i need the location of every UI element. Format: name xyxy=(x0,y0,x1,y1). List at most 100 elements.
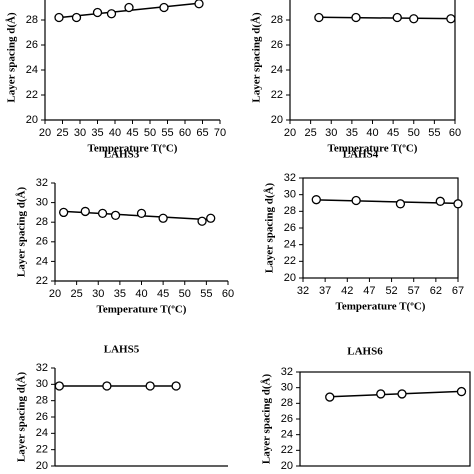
x-tick-label: 20 xyxy=(284,127,296,139)
data-point xyxy=(446,14,456,24)
x-tick-label: 55 xyxy=(200,288,212,300)
x-tick-label: 45 xyxy=(157,288,169,300)
x-tick-label: 52 xyxy=(385,285,397,297)
data-point xyxy=(392,12,402,23)
x-tick-label: 25 xyxy=(71,288,83,300)
panel-title: LAHS3 xyxy=(104,149,140,161)
data-point xyxy=(159,2,169,13)
data-point xyxy=(124,2,134,13)
y-tick-label: 20 xyxy=(26,114,38,126)
y-tick-label: 24 xyxy=(284,239,296,251)
data-point xyxy=(351,12,361,23)
x-tick-label: 50 xyxy=(408,127,420,139)
data-point xyxy=(397,389,407,399)
x-tick-label: 25 xyxy=(56,127,68,139)
data-point xyxy=(197,216,207,226)
y-tick-label: 30 xyxy=(36,378,48,390)
data-point xyxy=(456,386,467,397)
y-axis-title: Layer spacing d(Å) xyxy=(16,187,28,278)
y-tick-label: 20 xyxy=(36,460,48,472)
y-tick-label: 22 xyxy=(284,255,296,267)
x-tick-label: 30 xyxy=(325,127,337,139)
x-tick-label: 40 xyxy=(366,127,378,139)
y-tick-label: 32 xyxy=(36,177,48,189)
x-tick-label: 35 xyxy=(91,127,103,139)
data-point xyxy=(311,195,321,205)
y-tick-label: 26 xyxy=(36,236,48,248)
y-tick-label: 22 xyxy=(36,444,48,456)
x-tick-label: 62 xyxy=(430,285,442,297)
y-tick-label: 20 xyxy=(271,114,283,126)
x-tick-label: 65 xyxy=(196,127,208,139)
panel-title: LAHS4 xyxy=(343,149,379,161)
panel-title: LAHS6 xyxy=(347,346,383,358)
y-tick-label: 32 xyxy=(284,172,296,184)
y-tick-label: 24 xyxy=(271,64,283,76)
panel-title: LAHS5 xyxy=(104,344,140,356)
y-tick-label: 22 xyxy=(281,444,293,456)
y-tick-label: 24 xyxy=(36,427,48,439)
data-point xyxy=(54,381,64,391)
x-tick-label: 40 xyxy=(135,288,147,300)
data-point xyxy=(453,199,463,209)
x-tick-label: 35 xyxy=(114,288,126,300)
y-tick-label: 26 xyxy=(281,413,293,425)
x-axis-title: Temperature T(ºC) xyxy=(88,143,178,155)
data-point xyxy=(158,213,168,223)
x-axis-title: Temperature T(ºC) xyxy=(97,304,187,316)
trend-line xyxy=(316,199,459,205)
x-tick-label: 42 xyxy=(341,285,353,297)
data-point xyxy=(136,208,147,219)
y-tick-label: 22 xyxy=(36,275,48,287)
x-tick-label: 20 xyxy=(49,288,61,300)
data-point xyxy=(59,207,69,218)
data-point xyxy=(325,392,335,402)
y-tick-label: 20 xyxy=(284,272,296,284)
data-point xyxy=(435,196,445,206)
data-point xyxy=(314,12,324,23)
data-point xyxy=(376,389,386,399)
data-point xyxy=(106,9,117,19)
x-tick-label: 40 xyxy=(109,127,121,139)
data-point xyxy=(71,12,82,23)
data-point xyxy=(102,381,112,391)
x-tick-label: 67 xyxy=(452,285,464,297)
x-tick-label: 60 xyxy=(179,127,191,139)
plot-frame xyxy=(302,177,459,279)
x-tick-label: 50 xyxy=(144,127,156,139)
y-tick-label: 24 xyxy=(36,255,48,267)
x-axis-title: Temperature T(ºC) xyxy=(328,143,418,155)
y-tick-label: 28 xyxy=(26,14,38,26)
data-point xyxy=(171,381,181,391)
y-tick-label: 20 xyxy=(281,460,293,472)
plot-frame xyxy=(299,371,471,467)
data-point xyxy=(206,213,216,223)
x-tick-label: 37 xyxy=(319,285,331,297)
data-point xyxy=(92,7,103,18)
y-tick-label: 22 xyxy=(271,89,283,101)
y-tick-label: 22 xyxy=(26,89,38,101)
y-tick-label: 30 xyxy=(36,197,48,209)
y-tick-label: 24 xyxy=(281,429,293,441)
y-tick-label: 26 xyxy=(36,411,48,423)
x-tick-label: 20 xyxy=(39,127,51,139)
y-tick-label: 28 xyxy=(281,397,293,409)
x-tick-label: 25 xyxy=(305,127,317,139)
data-point xyxy=(54,12,64,23)
data-point xyxy=(194,0,204,9)
x-tick-label: 30 xyxy=(92,288,104,300)
y-tick-label: 28 xyxy=(36,216,48,228)
data-point xyxy=(80,206,90,217)
y-tick-label: 28 xyxy=(36,395,48,407)
x-tick-label: 47 xyxy=(363,285,375,297)
x-tick-label: 45 xyxy=(387,127,399,139)
data-point xyxy=(110,210,121,220)
y-axis-title: Layer spacing d(Å) xyxy=(16,372,28,463)
y-tick-label: 26 xyxy=(271,39,283,51)
x-tick-label: 55 xyxy=(428,127,440,139)
trend-line xyxy=(329,390,462,398)
y-tick-label: 30 xyxy=(284,189,296,201)
y-tick-label: 24 xyxy=(26,64,38,76)
trend-line xyxy=(318,16,451,20)
y-axis-title: Layer spacing d(Å) xyxy=(264,183,276,274)
